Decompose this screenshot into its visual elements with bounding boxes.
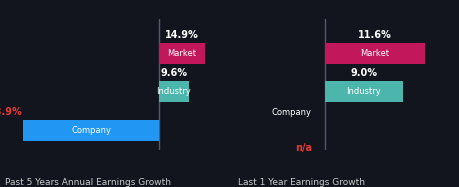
Text: Company: Company xyxy=(272,108,312,117)
Text: Industry: Industry xyxy=(157,87,191,96)
Bar xyxy=(159,43,205,64)
Text: -43.9%: -43.9% xyxy=(0,107,22,117)
Bar xyxy=(325,43,425,64)
Text: 14.9%: 14.9% xyxy=(165,30,199,40)
Text: Market: Market xyxy=(360,49,389,58)
Text: Company: Company xyxy=(71,126,111,135)
Text: 11.6%: 11.6% xyxy=(358,30,392,40)
Text: n/a: n/a xyxy=(295,143,312,153)
Text: Last 1 Year Earnings Growth: Last 1 Year Earnings Growth xyxy=(238,178,365,187)
Text: 9.6%: 9.6% xyxy=(160,68,187,78)
Text: Market: Market xyxy=(168,49,196,58)
Bar xyxy=(23,120,159,141)
Text: Past 5 Years Annual Earnings Growth: Past 5 Years Annual Earnings Growth xyxy=(5,178,171,187)
Text: 9.0%: 9.0% xyxy=(350,68,377,78)
Bar xyxy=(159,81,189,102)
Text: Industry: Industry xyxy=(346,87,381,96)
Bar xyxy=(325,81,403,102)
